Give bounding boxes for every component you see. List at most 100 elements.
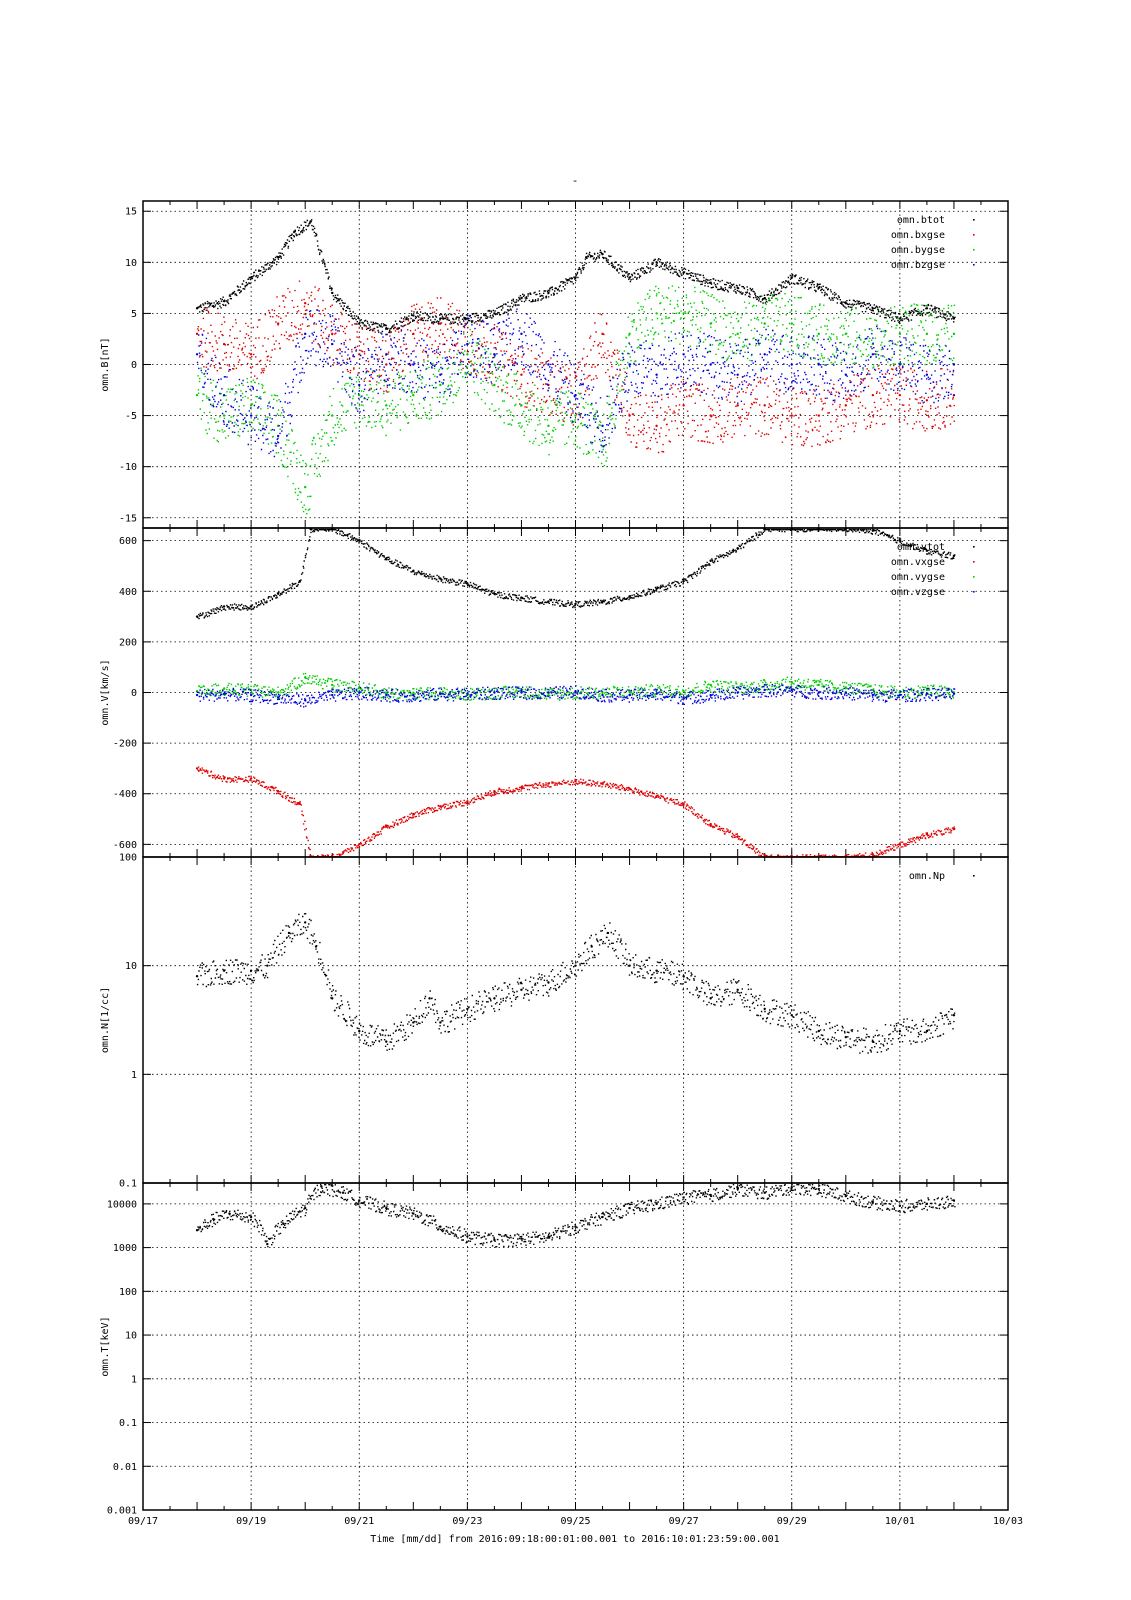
data-point	[520, 1237, 523, 1240]
data-point	[547, 782, 550, 785]
data-point	[547, 691, 550, 694]
data-point	[276, 790, 280, 793]
data-point	[844, 332, 848, 336]
data-point	[466, 582, 469, 585]
x-tick-label: 09/21	[344, 1516, 374, 1527]
legend-marker	[973, 561, 975, 563]
data-point	[574, 690, 577, 693]
data-point	[314, 945, 318, 948]
data-point	[385, 353, 388, 356]
panel-velocity: 600 400 200 0 -200 -400 -600 omn.V[km/s] omn.vto…	[100, 527, 1009, 858]
data-point	[493, 790, 496, 793]
y-axis-label: omn.B[nT]	[100, 337, 111, 391]
data-point	[222, 969, 226, 972]
data-point	[195, 332, 199, 336]
data-point	[385, 825, 388, 828]
data-point	[601, 252, 604, 256]
legend: omn.vtot omn.vxgse omn.vygse omn.vzgse	[891, 542, 975, 598]
data-point	[898, 332, 902, 336]
data-point	[385, 404, 388, 407]
data-point	[709, 363, 712, 366]
data-point	[520, 596, 523, 599]
data-point	[331, 342, 334, 346]
data-point	[898, 317, 902, 320]
data-point	[303, 676, 307, 679]
data-point	[790, 528, 793, 531]
y-tick-label: 0.001	[107, 1506, 137, 1517]
data-point	[844, 1035, 848, 1039]
data-point	[493, 592, 496, 595]
data-point	[520, 691, 523, 694]
y-tick-label: 0	[131, 688, 137, 699]
data-point	[282, 1222, 285, 1226]
point-cloud	[196, 308, 956, 458]
data-point	[228, 1212, 231, 1215]
data-point	[952, 1199, 956, 1202]
y-tick-label: 1000	[113, 1243, 137, 1254]
data-point	[412, 332, 415, 336]
point-cloud	[196, 683, 956, 708]
data-point	[195, 353, 199, 356]
data-point	[466, 692, 469, 695]
data-point	[331, 683, 334, 687]
data-point	[601, 600, 604, 603]
data-point	[439, 1021, 442, 1024]
legend-marker	[973, 576, 975, 578]
x-tick-label: 09/29	[777, 1516, 807, 1527]
data-point	[412, 314, 415, 317]
data-point	[606, 931, 610, 935]
data-point	[385, 363, 388, 366]
y-tick-label: 0.1	[119, 1179, 137, 1190]
data-point	[428, 997, 431, 1000]
data-point	[293, 230, 296, 233]
data-point	[817, 691, 820, 694]
data-point	[466, 800, 469, 803]
y-tick-label: -15	[119, 513, 137, 524]
data-point	[358, 843, 361, 846]
data-point	[925, 549, 929, 552]
data-points	[195, 913, 956, 1054]
data-point	[628, 787, 631, 790]
data-point	[466, 1235, 469, 1238]
data-point	[898, 1029, 902, 1033]
data-point	[303, 921, 307, 924]
legend-label: omn.bxgse	[891, 230, 945, 241]
data-point	[601, 693, 604, 697]
data-point	[585, 256, 588, 259]
legend-label: omn.vtot	[897, 542, 945, 553]
data-point	[493, 312, 496, 315]
data-point	[574, 964, 577, 967]
data-point	[493, 691, 496, 694]
legend-label: omn.vxgse	[891, 557, 945, 568]
y-tick-label: 200	[119, 637, 137, 648]
data-point	[412, 393, 415, 397]
data-point	[520, 404, 523, 407]
data-point	[358, 383, 361, 387]
data-point	[547, 981, 550, 984]
data-point	[709, 281, 712, 284]
data-point	[709, 1193, 712, 1197]
data-point	[628, 276, 631, 279]
data-point	[195, 615, 199, 618]
data-point	[628, 414, 631, 417]
data-point	[898, 693, 902, 697]
data-point	[682, 690, 685, 693]
data-point	[655, 692, 658, 695]
data-point	[331, 291, 334, 295]
data-point	[736, 404, 739, 407]
data-point	[385, 1206, 388, 1210]
data-point	[358, 691, 361, 694]
data-point	[385, 557, 388, 560]
data-point	[222, 605, 226, 608]
y-tick-label: 10000	[107, 1199, 137, 1210]
data-point	[520, 373, 523, 376]
data-point	[320, 1185, 323, 1188]
data-point	[682, 1196, 685, 1199]
data-point	[655, 969, 658, 972]
data-point	[331, 693, 334, 697]
data-point	[709, 322, 712, 325]
data-point	[736, 988, 739, 991]
x-tick-label: 10/01	[885, 1516, 915, 1527]
data-point	[358, 393, 361, 397]
y-axis-label: omn.N[1/cc]	[100, 987, 111, 1053]
